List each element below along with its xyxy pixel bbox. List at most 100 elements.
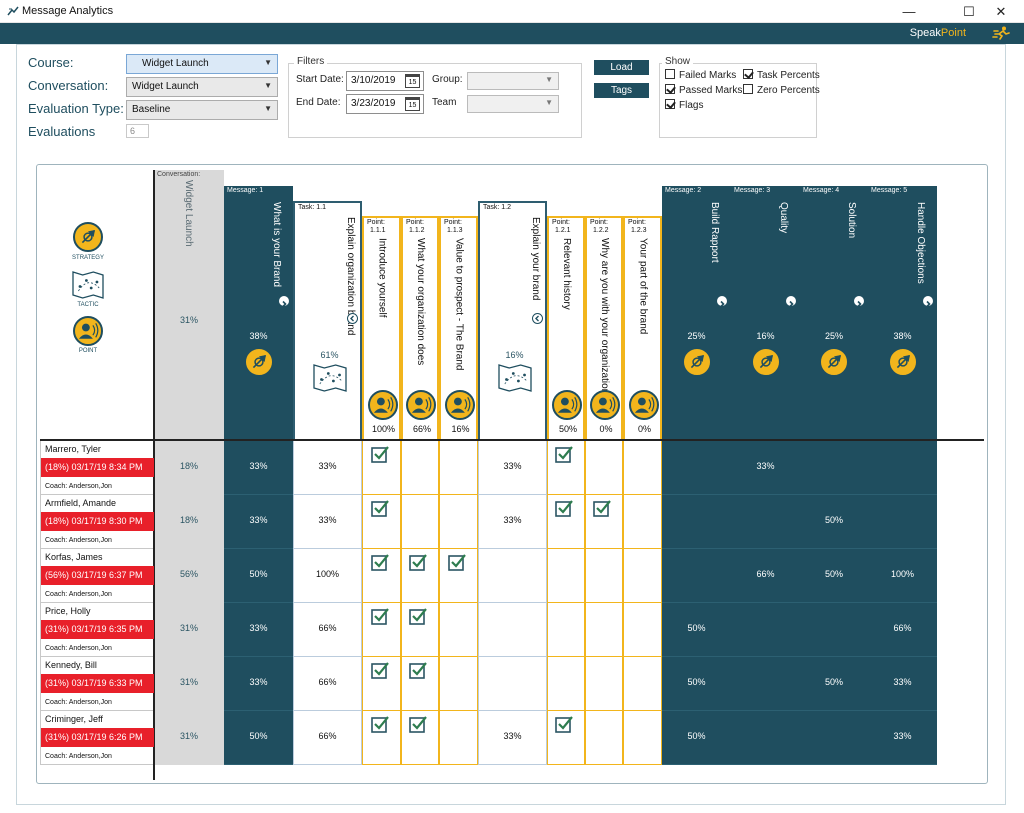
grid-cell[interactable]: 100% [294, 549, 361, 603]
column-header-message[interactable]: Message: 5 Handle Objections 38% [868, 186, 937, 440]
grid-cell[interactable] [624, 549, 661, 603]
grid-cell[interactable] [440, 603, 477, 657]
grid-cell[interactable] [548, 657, 584, 711]
grid-cell[interactable]: 33% [294, 441, 361, 495]
grid-cell[interactable]: 33% [479, 495, 546, 549]
grid-cell[interactable] [479, 603, 546, 657]
column-header-point[interactable]: Point: 1.2.2 Why are you with your organiz… [585, 216, 623, 440]
grid-cell[interactable]: 33% [479, 441, 546, 495]
grid-cell[interactable]: 31% [154, 657, 224, 711]
show-checkbox-2[interactable]: Passed Marks [665, 84, 742, 96]
grid-cell[interactable]: 33% [731, 441, 800, 495]
grid-cell[interactable]: 66% [731, 549, 800, 603]
grid-cell[interactable] [402, 603, 438, 657]
grid-cell[interactable]: 33% [868, 711, 937, 765]
grid-cell[interactable] [624, 495, 661, 549]
column-header-point[interactable]: Point: 1.2.1 Relevant history 50% [547, 216, 585, 440]
expand-chevron-icon[interactable] [923, 296, 933, 308]
show-checkbox-1[interactable]: Task Percents [743, 69, 820, 81]
column-header-point[interactable]: Point: 1.2.3 Your part of the brand 0% [623, 216, 662, 440]
student-row[interactable]: Price, Holly (31%) 03/17/19 6:35 PM Coach:… [40, 603, 154, 657]
expand-chevron-icon[interactable] [854, 296, 864, 308]
column-header-message[interactable]: Message: 2 Build Rapport 25% [662, 186, 731, 440]
grid-cell[interactable]: 33% [868, 657, 937, 711]
grid-cell[interactable] [363, 549, 400, 603]
checkbox-box[interactable] [743, 84, 753, 94]
grid-cell[interactable] [402, 711, 438, 765]
expand-chevron-icon[interactable] [279, 296, 289, 308]
grid-cell[interactable] [402, 549, 438, 603]
calendar-icon[interactable]: 15 [405, 74, 420, 88]
conversation-select[interactable]: Widget Launch ▼ [126, 77, 278, 97]
grid-cell[interactable]: 50% [224, 711, 293, 765]
grid-cell[interactable] [731, 711, 800, 765]
checkbox-box[interactable] [665, 69, 675, 79]
grid-cell[interactable]: 33% [294, 495, 361, 549]
grid-cell[interactable] [548, 549, 584, 603]
grid-cell[interactable] [548, 603, 584, 657]
grid-cell[interactable]: 50% [662, 657, 731, 711]
grid-cell[interactable] [440, 657, 477, 711]
student-row[interactable]: Kennedy, Bill (31%) 03/17/19 6:33 PM Coach… [40, 657, 154, 711]
grid-cell[interactable]: 66% [294, 711, 361, 765]
load-button[interactable]: Load [594, 60, 649, 75]
student-row[interactable]: Marrero, Tyler (18%) 03/17/19 8:34 PM Coac… [40, 441, 154, 495]
column-header-task[interactable]: Task: 1.1 Explain organization brand 61% [293, 201, 362, 440]
grid-cell[interactable]: 18% [154, 441, 224, 495]
grid-cell[interactable] [868, 441, 937, 495]
grid-cell[interactable]: 33% [224, 603, 293, 657]
show-checkbox-4[interactable]: Flags [665, 99, 703, 111]
grid-cell[interactable] [363, 657, 400, 711]
grid-cell[interactable] [586, 495, 622, 549]
grid-cell[interactable] [800, 603, 868, 657]
grid-cell[interactable]: 50% [662, 603, 731, 657]
grid-cell[interactable] [662, 495, 731, 549]
grid-cell[interactable] [479, 549, 546, 603]
column-header-message[interactable]: Message: 4 Solution 25% [800, 186, 868, 440]
grid-cell[interactable] [363, 441, 400, 495]
grid-cell[interactable] [548, 441, 584, 495]
close-button[interactable]: ✕ [995, 4, 1007, 19]
calendar-icon[interactable]: 15 [405, 97, 420, 111]
grid-cell[interactable]: 66% [294, 603, 361, 657]
grid-cell[interactable] [440, 495, 477, 549]
grid-cell[interactable]: 31% [154, 711, 224, 765]
column-header-conversation[interactable]: Conversation: Widget Launch 31% [154, 170, 224, 440]
start-date-picker[interactable]: 3/10/2019 15 [346, 71, 424, 91]
grid-cell[interactable] [624, 603, 661, 657]
expand-chevron-icon[interactable] [786, 296, 796, 308]
grid-cell[interactable] [548, 711, 584, 765]
grid-cell[interactable] [624, 441, 661, 495]
grid-cell[interactable]: 50% [662, 711, 731, 765]
grid-cell[interactable] [662, 549, 731, 603]
column-header-point[interactable]: Point: 1.1.3 Value to prospect - The Brand… [439, 216, 478, 440]
grid-cell[interactable]: 33% [224, 495, 293, 549]
grid-cell[interactable] [440, 711, 477, 765]
student-row[interactable]: Armfield, Amande (18%) 03/17/19 8:30 PM Co… [40, 495, 154, 549]
minimize-button[interactable]: — [902, 4, 916, 19]
grid-cell[interactable] [624, 711, 661, 765]
grid-cell[interactable] [586, 603, 622, 657]
checkbox-box[interactable] [665, 99, 675, 109]
grid-cell[interactable] [662, 441, 731, 495]
grid-cell[interactable] [586, 441, 622, 495]
column-header-point[interactable]: Point: 1.1.1 Introduce yourself 100% [362, 216, 401, 440]
grid-cell[interactable]: 31% [154, 603, 224, 657]
grid-cell[interactable]: 50% [224, 549, 293, 603]
group-select[interactable]: ▼ [467, 72, 559, 90]
grid-cell[interactable]: 50% [800, 495, 868, 549]
column-header-point[interactable]: Point: 1.1.2 What your organization does 66… [401, 216, 439, 440]
grid-cell[interactable] [479, 657, 546, 711]
grid-cell[interactable] [402, 657, 438, 711]
student-row[interactable]: Korfas, James (56%) 03/17/19 6:37 PM Coach… [40, 549, 154, 603]
column-header-message[interactable]: Message: 1 What is your Brand 38% [224, 186, 293, 440]
grid-cell[interactable] [800, 711, 868, 765]
student-row[interactable]: Criminger, Jeff (31%) 03/17/19 6:26 PM Coa… [40, 711, 154, 765]
grid-cell[interactable]: 50% [800, 549, 868, 603]
grid-cell[interactable] [586, 711, 622, 765]
grid-cell[interactable]: 18% [154, 495, 224, 549]
end-date-picker[interactable]: 3/23/2019 15 [346, 94, 424, 114]
column-header-message[interactable]: Message: 3 Quality 16% [731, 186, 800, 440]
grid-cell[interactable]: 66% [868, 603, 937, 657]
grid-cell[interactable]: 50% [800, 657, 868, 711]
